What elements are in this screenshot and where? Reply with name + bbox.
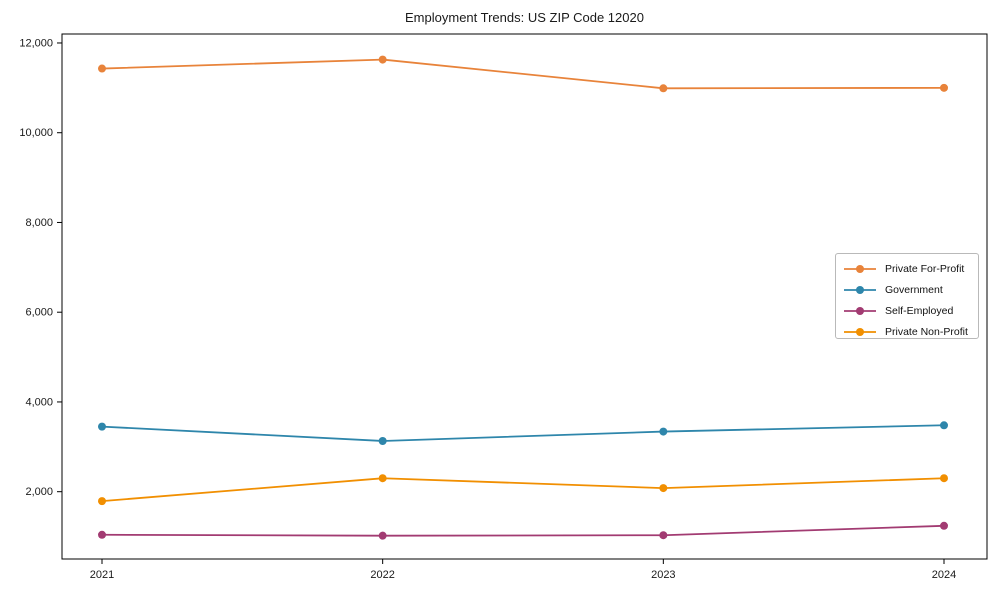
data-point-marker <box>659 84 668 93</box>
x-tick-label: 2024 <box>932 569 956 581</box>
legend-dot <box>856 285 864 294</box>
data-point-marker <box>659 427 668 436</box>
legend-marker-icon <box>844 285 876 294</box>
legend-item-self-employed: Self-Employed <box>844 300 978 321</box>
legend-item-private-non-profit: Private Non-Profit <box>844 321 978 342</box>
series-private-for-profit <box>98 55 948 93</box>
y-tick-label: 6,000 <box>25 307 53 319</box>
y-tick-label: 4,000 <box>25 396 53 408</box>
y-tick-label: 8,000 <box>25 217 53 229</box>
x-tick-label: 2022 <box>370 569 394 581</box>
data-point-marker <box>98 497 106 506</box>
y-tick-label: 10,000 <box>19 127 53 139</box>
legend: Private For-Profit Government Self-Employe… <box>835 253 979 339</box>
legend-label: Private Non-Profit <box>885 325 968 338</box>
series-line <box>101 424 945 442</box>
y-tick-label: 2,000 <box>25 486 53 498</box>
series-line <box>101 58 945 90</box>
data-point-marker <box>98 422 106 431</box>
legend-marker-icon <box>844 264 876 273</box>
y-tick-label: 12,000 <box>19 37 53 49</box>
legend-dot <box>856 327 864 336</box>
data-point-marker <box>378 436 387 445</box>
data-point-marker <box>98 530 106 539</box>
data-point-marker <box>940 83 948 92</box>
data-point-marker <box>659 484 668 493</box>
legend-item-private-for-profit: Private For-Profit <box>844 258 978 279</box>
data-point-marker <box>940 421 948 430</box>
legend-dot <box>856 264 864 273</box>
x-tick-label: 2021 <box>90 569 114 581</box>
series-government <box>98 421 948 445</box>
series-self-employed <box>98 521 948 540</box>
legend-label: Government <box>885 283 943 296</box>
legend-label: Private For-Profit <box>885 262 965 275</box>
chart-title: Employment Trends: US ZIP Code 12020 <box>405 10 644 25</box>
legend-label: Self-Employed <box>885 304 954 317</box>
series-line <box>101 477 945 503</box>
data-point-marker <box>378 474 387 483</box>
legend-marker-icon <box>844 327 876 336</box>
legend-marker-icon <box>844 306 876 315</box>
data-point-marker <box>378 531 387 540</box>
legend-item-government: Government <box>844 279 978 300</box>
legend-dot <box>856 306 864 315</box>
data-point-marker <box>378 55 387 64</box>
data-point-marker <box>659 531 668 540</box>
series-line <box>101 524 945 537</box>
series-private-non-profit <box>98 474 948 506</box>
data-point-marker <box>940 474 948 483</box>
data-point-marker <box>940 521 948 530</box>
data-point-marker <box>98 64 106 73</box>
x-tick-label: 2023 <box>651 569 675 581</box>
plot-border <box>61 33 988 560</box>
